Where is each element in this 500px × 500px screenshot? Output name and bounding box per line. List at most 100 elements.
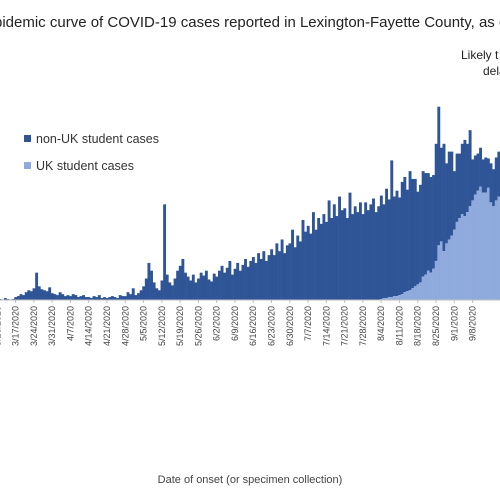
bar-nonuk-164 bbox=[424, 173, 428, 275]
bar-nonuk-135 bbox=[348, 192, 352, 300]
bar-nonuk-7 bbox=[14, 297, 18, 300]
bar-uk-173 bbox=[447, 239, 451, 300]
bar-nonuk-130 bbox=[335, 216, 339, 300]
annotation-line-2: dela bbox=[483, 64, 500, 78]
bar-uk-162 bbox=[419, 282, 422, 300]
bar-nonuk-56 bbox=[142, 286, 146, 300]
bar-nonuk-11 bbox=[24, 292, 28, 300]
bar-nonuk-68 bbox=[173, 278, 177, 300]
bar-nonuk-27 bbox=[66, 295, 70, 300]
bar-uk-184 bbox=[476, 190, 480, 300]
bar-nonuk-65 bbox=[165, 274, 169, 300]
bar-nonuk-142 bbox=[366, 210, 370, 300]
bar-nonuk-160 bbox=[413, 178, 417, 287]
bar-uk-175 bbox=[452, 229, 456, 300]
bar-nonuk-114 bbox=[293, 247, 297, 300]
bar-nonuk-31 bbox=[76, 297, 80, 300]
x-tick-label-5: 4/14/2020 bbox=[84, 306, 94, 346]
bar-nonuk-62 bbox=[157, 290, 161, 300]
bar-nonuk-108 bbox=[278, 251, 281, 300]
bar-nonuk-88 bbox=[225, 267, 229, 300]
bar-nonuk-13 bbox=[29, 291, 33, 300]
x-tick-label-22: 8/11/2020 bbox=[394, 306, 404, 345]
bar-nonuk-167 bbox=[432, 175, 436, 269]
bar-nonuk-165 bbox=[426, 173, 430, 271]
bar-uk-171 bbox=[442, 251, 446, 300]
bar-nonuk-121 bbox=[311, 212, 315, 300]
bar-uk-181 bbox=[468, 206, 472, 300]
bar-nonuk-52 bbox=[131, 288, 135, 300]
bar-nonuk-28 bbox=[69, 296, 73, 300]
x-tick-label-18: 7/14/2020 bbox=[321, 306, 331, 346]
x-tick-label-15: 6/23/2020 bbox=[267, 306, 277, 346]
bar-nonuk-24 bbox=[58, 292, 62, 300]
bar-uk-156 bbox=[403, 292, 407, 300]
bar-nonuk-82 bbox=[210, 281, 214, 300]
bar-nonuk-63 bbox=[160, 280, 164, 300]
bar-nonuk-64 bbox=[163, 204, 167, 300]
bar-nonuk-128 bbox=[330, 218, 334, 300]
bar-nonuk-92 bbox=[236, 262, 240, 300]
x-tick-label-8: 5/5/2020 bbox=[139, 306, 149, 341]
bar-nonuk-87 bbox=[223, 272, 227, 300]
bar-nonuk-181 bbox=[468, 130, 472, 207]
bar-uk-167 bbox=[432, 268, 436, 300]
bar-nonuk-77 bbox=[197, 278, 200, 300]
bar-uk-182 bbox=[471, 200, 475, 300]
bar-nonuk-9 bbox=[19, 294, 23, 300]
bar-nonuk-84 bbox=[215, 276, 219, 300]
bar-nonuk-118 bbox=[304, 231, 308, 300]
bar-nonuk-29 bbox=[71, 294, 75, 300]
bar-nonuk-75 bbox=[191, 274, 195, 300]
bar-nonuk-116 bbox=[298, 241, 302, 300]
bar-nonuk-161 bbox=[416, 191, 420, 285]
bar-nonuk-133 bbox=[343, 208, 347, 300]
bar-uk-154 bbox=[398, 295, 402, 300]
bar-nonuk-183 bbox=[473, 155, 477, 195]
bar-nonuk-154 bbox=[398, 197, 402, 296]
bar-nonuk-93 bbox=[238, 270, 242, 300]
bar-nonuk-145 bbox=[374, 212, 378, 300]
bars-group bbox=[0, 106, 500, 300]
bar-nonuk-125 bbox=[322, 214, 326, 300]
bar-nonuk-175 bbox=[452, 171, 456, 230]
bar-nonuk-187 bbox=[484, 157, 488, 193]
bar-nonuk-53 bbox=[134, 295, 138, 300]
bar-uk-170 bbox=[439, 241, 443, 300]
x-axis-label: Date of onset (or specimen collection) bbox=[157, 474, 343, 486]
bar-nonuk-104 bbox=[267, 255, 271, 300]
bar-nonuk-112 bbox=[288, 243, 292, 300]
bar-nonuk-173 bbox=[447, 151, 451, 240]
bar-nonuk-155 bbox=[400, 181, 404, 295]
legend-swatch-nonuk bbox=[24, 135, 31, 142]
bar-uk-152 bbox=[392, 296, 396, 300]
bar-nonuk-174 bbox=[450, 151, 454, 236]
bar-nonuk-134 bbox=[345, 218, 349, 300]
bar-nonuk-94 bbox=[241, 264, 245, 300]
x-tick-label-21: 8/4/2020 bbox=[376, 306, 386, 341]
x-tick-label-12: 6/2/2020 bbox=[212, 306, 222, 341]
bar-nonuk-144 bbox=[372, 198, 375, 300]
bar-nonuk-191 bbox=[494, 157, 498, 201]
bar-nonuk-178 bbox=[460, 143, 464, 215]
bar-nonuk-23 bbox=[56, 295, 59, 300]
x-tick-label-17: 7/7/2020 bbox=[303, 306, 313, 341]
bar-nonuk-176 bbox=[455, 153, 459, 222]
bar-nonuk-140 bbox=[361, 214, 365, 300]
bar-nonuk-157 bbox=[405, 189, 409, 292]
bar-nonuk-39 bbox=[97, 295, 101, 300]
bar-uk-188 bbox=[486, 187, 490, 300]
bar-nonuk-83 bbox=[212, 273, 216, 300]
bar-nonuk-109 bbox=[280, 239, 284, 300]
bar-nonuk-103 bbox=[264, 260, 268, 300]
bar-nonuk-41 bbox=[103, 297, 106, 300]
bar-nonuk-111 bbox=[285, 245, 289, 300]
bar-nonuk-107 bbox=[275, 243, 279, 300]
bar-nonuk-22 bbox=[53, 294, 57, 300]
bar-nonuk-136 bbox=[351, 214, 355, 300]
bar-nonuk-192 bbox=[497, 151, 500, 197]
x-tick-label-20: 7/28/2020 bbox=[358, 306, 368, 346]
bar-nonuk-182 bbox=[471, 159, 475, 201]
bar-nonuk-14 bbox=[32, 288, 36, 300]
bar-nonuk-132 bbox=[340, 210, 344, 300]
